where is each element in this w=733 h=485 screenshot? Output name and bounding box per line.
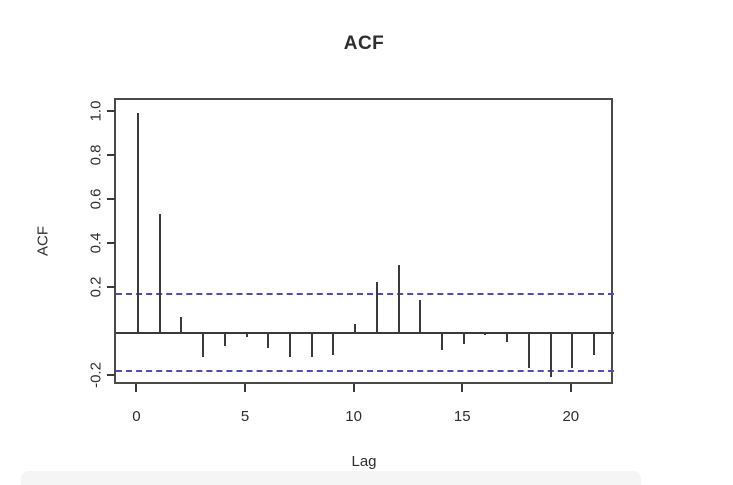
acf-bar [440, 332, 443, 351]
acf-bar [354, 324, 357, 333]
x-axis-tick [244, 383, 247, 392]
acf-bar [267, 332, 270, 349]
x-axis-tick-label: 15 [453, 407, 471, 425]
x-axis-label: Lag [351, 453, 377, 470]
y-axis-tick-label: 0.2 [87, 276, 105, 298]
acf-bar [223, 332, 226, 346]
y-axis-tick [106, 241, 115, 244]
y-axis-tick [106, 373, 115, 376]
acf-bar [571, 332, 574, 368]
conf-band-upper [116, 293, 614, 296]
y-axis-tick-label: -0.2 [87, 361, 105, 388]
conf-band-lower [116, 370, 614, 373]
y-axis-tick-label: 0.4 [87, 232, 105, 254]
acf-bar [527, 332, 530, 368]
bottom-strip [21, 471, 641, 485]
acf-bar [310, 332, 313, 357]
zero-line [116, 331, 614, 334]
x-axis-tick [569, 383, 572, 392]
acf-bar [593, 332, 596, 355]
y-axis-tick-label: 1.0 [87, 100, 105, 122]
acf-bar [245, 332, 248, 338]
y-axis-tick [106, 198, 115, 201]
y-axis-tick-label: 0.8 [87, 144, 105, 166]
acf-bar [419, 299, 422, 333]
x-axis-tick-label: 5 [240, 407, 250, 425]
acf-bar [375, 282, 378, 333]
x-axis-tick [461, 383, 464, 392]
chart-title: ACF [343, 33, 385, 54]
acf-bar [462, 332, 465, 344]
x-axis-tick-label: 10 [345, 407, 362, 425]
y-axis-label: ACF [34, 226, 52, 256]
acf-bar [158, 214, 161, 333]
x-axis-tick [135, 383, 138, 392]
plot-frame [114, 98, 614, 384]
acf-bar [549, 332, 552, 377]
acf-bar [484, 332, 487, 335]
acf-bar [397, 264, 400, 333]
acf-bar [288, 332, 291, 357]
x-axis-tick [352, 383, 355, 392]
x-axis-tick-label: 20 [562, 407, 580, 425]
acf-bar [136, 113, 139, 333]
y-axis-tick [106, 154, 115, 157]
y-axis-tick-label: 0.6 [87, 188, 105, 210]
y-axis-tick [106, 285, 115, 288]
acf-bar [332, 332, 335, 355]
acf-bar [506, 332, 509, 342]
y-axis-tick [106, 110, 115, 113]
acf-bar [180, 317, 183, 333]
acf-bar [202, 332, 205, 357]
x-axis-tick-label: 0 [132, 407, 141, 425]
